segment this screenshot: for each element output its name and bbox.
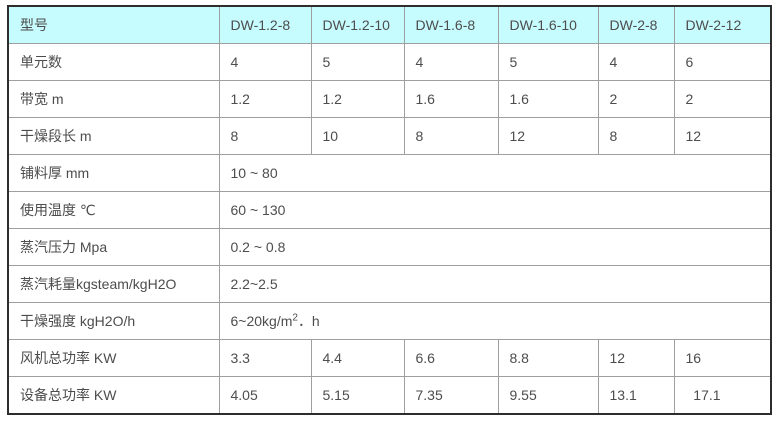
row-label: 蒸汽耗量kgsteam/kgH2O xyxy=(7,265,220,303)
header-model-2: DW-1.2-10 xyxy=(310,5,405,44)
row-steam-consumption: 蒸汽耗量kgsteam/kgH2O 2.2~2.5 xyxy=(7,265,772,303)
row-label: 使用温度 ℃ xyxy=(7,191,220,229)
cell-value: 1.2 xyxy=(218,80,312,118)
cell-value: 4.4 xyxy=(310,339,405,377)
row-label: 铺料厚 mm xyxy=(7,154,220,192)
row-label: 设备总功率 KW xyxy=(7,376,220,415)
header-row: 型号 DW-1.2-8 DW-1.2-10 DW-1.6-8 DW-1.6-10… xyxy=(7,5,772,44)
row-material-thickness: 铺料厚 mm 10 ~ 80 xyxy=(7,154,772,192)
intensity-superscript: 2 xyxy=(292,312,298,324)
cell-value: 12 xyxy=(673,117,772,155)
cell-value: 8 xyxy=(218,117,312,155)
row-drying-intensity: 干燥强度 kgH2O/h 6~20kg/m2．h xyxy=(7,302,772,340)
row-equipment-total-power: 设备总功率 KW 4.05 5.15 7.35 9.55 13.1 17.1 xyxy=(7,376,772,415)
cell-value: 5.15 xyxy=(310,376,405,415)
cell-value: 6.6 xyxy=(403,339,499,377)
cell-value: 8.8 xyxy=(497,339,599,377)
row-label: 风机总功率 KW xyxy=(7,339,220,377)
cell-value: 12 xyxy=(497,117,599,155)
cell-value: 2 xyxy=(597,80,675,118)
header-model-label: 型号 xyxy=(7,5,220,44)
cell-value: 1.6 xyxy=(403,80,499,118)
cell-value: 8 xyxy=(403,117,499,155)
cell-value: 4.05 xyxy=(218,376,312,415)
intensity-prefix: 6~20kg/m xyxy=(230,313,293,329)
cell-span-value: 60 ~ 130 xyxy=(218,191,772,229)
cell-value: 9.55 xyxy=(497,376,599,415)
cell-value: 2 xyxy=(673,80,772,118)
cell-value: 6 xyxy=(673,43,772,81)
cell-span-value: 6~20kg/m2．h xyxy=(218,302,772,340)
row-label: 带宽 m xyxy=(7,80,220,118)
header-model-6: DW-2-12 xyxy=(673,5,772,44)
header-model-4: DW-1.6-10 xyxy=(497,5,599,44)
row-unit-count: 单元数 4 5 4 5 4 6 xyxy=(7,43,772,81)
cell-value: 17.1 xyxy=(673,376,772,415)
header-model-5: DW-2-8 xyxy=(597,5,675,44)
cell-span-value: 10 ~ 80 xyxy=(218,154,772,192)
row-drying-length: 干燥段长 m 8 10 8 12 8 12 xyxy=(7,117,772,155)
row-label: 干燥段长 m xyxy=(7,117,220,155)
cell-value: 8 xyxy=(597,117,675,155)
cell-span-value: 0.2 ~ 0.8 xyxy=(218,228,772,266)
cell-value: 12 xyxy=(597,339,675,377)
cell-value: 7.35 xyxy=(403,376,499,415)
header-model-3: DW-1.6-8 xyxy=(403,5,499,44)
spec-table: 型号 DW-1.2-8 DW-1.2-10 DW-1.6-8 DW-1.6-10… xyxy=(7,5,772,415)
cell-value: 4 xyxy=(597,43,675,81)
cell-value: 1.6 xyxy=(497,80,599,118)
cell-span-value: 2.2~2.5 xyxy=(218,265,772,303)
cell-value: 4 xyxy=(403,43,499,81)
row-fan-total-power: 风机总功率 KW 3.3 4.4 6.6 8.8 12 16 xyxy=(7,339,772,377)
header-model-1: DW-1.2-8 xyxy=(218,5,312,44)
cell-value: 10 xyxy=(310,117,405,155)
row-steam-pressure: 蒸汽压力 Mpa 0.2 ~ 0.8 xyxy=(7,228,772,266)
row-belt-width: 带宽 m 1.2 1.2 1.6 1.6 2 2 xyxy=(7,80,772,118)
intensity-suffix: ．h xyxy=(297,313,320,329)
cell-value: 3.3 xyxy=(218,339,312,377)
cell-value: 1.2 xyxy=(310,80,405,118)
cell-value: 16 xyxy=(673,339,772,377)
row-operating-temperature: 使用温度 ℃ 60 ~ 130 xyxy=(7,191,772,229)
cell-value: 13.1 xyxy=(597,376,675,415)
cell-value: 5 xyxy=(497,43,599,81)
row-label: 蒸汽压力 Mpa xyxy=(7,228,220,266)
row-label: 干燥强度 kgH2O/h xyxy=(7,302,220,340)
cell-value: 4 xyxy=(218,43,312,81)
row-label: 单元数 xyxy=(7,43,220,81)
cell-value: 5 xyxy=(310,43,405,81)
